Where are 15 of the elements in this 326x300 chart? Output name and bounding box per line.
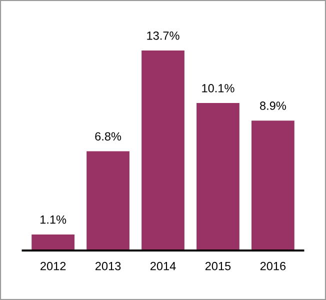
bar: [252, 120, 294, 250]
bar: [86, 151, 130, 250]
bar: [196, 103, 240, 250]
data-label: 10.1%: [202, 84, 234, 92]
x-tick-label: 2012: [40, 262, 66, 270]
data-label: 6.8%: [95, 132, 122, 141]
x-tick-label: 2015: [205, 262, 231, 270]
bar: [32, 234, 74, 250]
data-label: 8.9%: [260, 102, 286, 110]
x-tick-label: 2013: [95, 262, 121, 270]
data-label: 13.7%: [147, 31, 180, 40]
data-label: 1.1%: [40, 215, 66, 224]
x-tick-label: 2014: [150, 262, 176, 270]
x-tick-label: 2016: [260, 262, 286, 270]
bar: [142, 50, 184, 250]
